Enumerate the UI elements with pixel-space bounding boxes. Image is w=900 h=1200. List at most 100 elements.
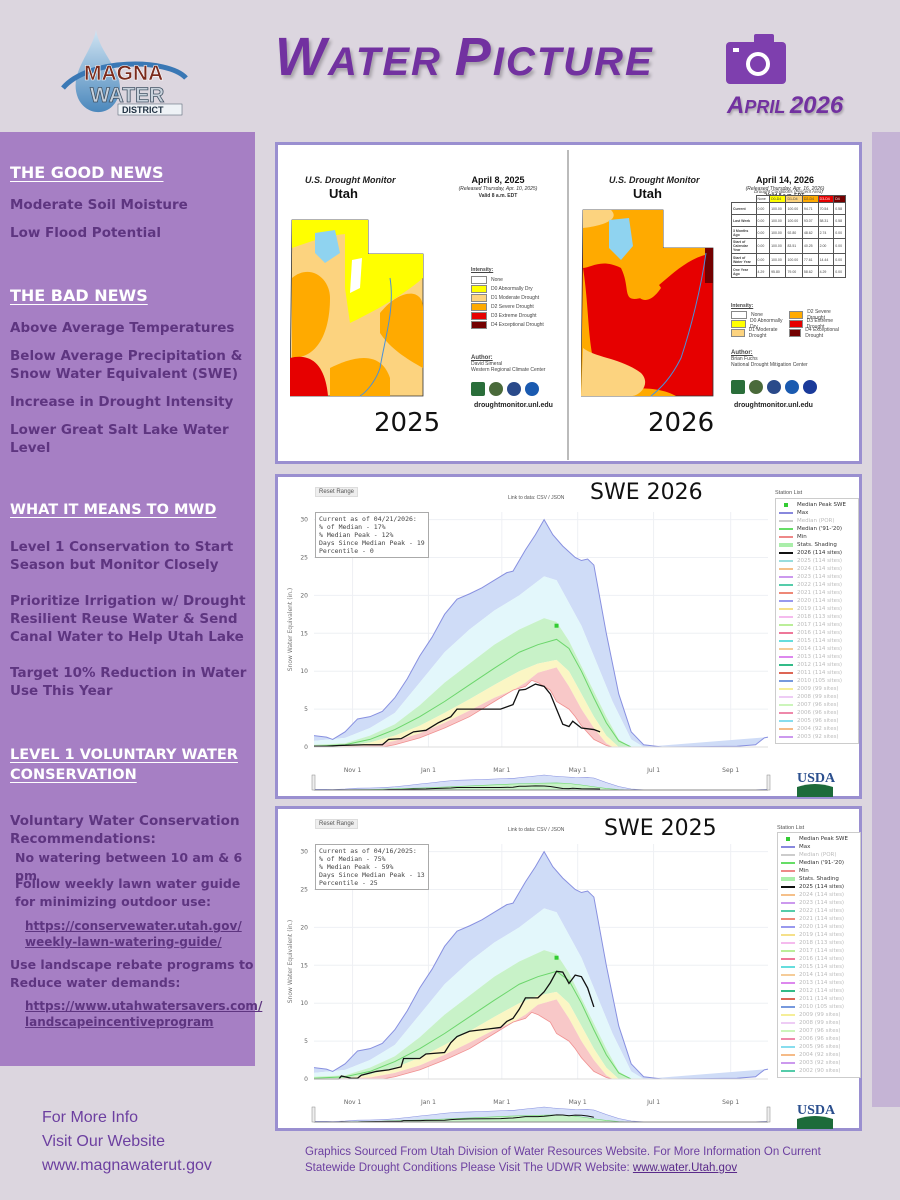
legend-item[interactable]: 2013 (114 sites) (781, 979, 857, 987)
legend-item[interactable]: 2016 (114 sites) (781, 955, 857, 963)
state-name: Utah (633, 186, 662, 201)
median-line (313, 970, 632, 1080)
legend-item[interactable]: Median Peak SWE (781, 835, 857, 843)
legend-item[interactable]: 2009 (99 sites) (781, 1011, 857, 1019)
legend-item[interactable]: 2010 (105 sites) (779, 677, 855, 685)
station-list-legend[interactable]: Median Peak SWE Max Median (POR) Median ('9… (775, 498, 859, 744)
link-to-data[interactable]: Link to data: CSV / JSON (508, 827, 565, 833)
drought-monitor-url[interactable]: droughtmonitor.unl.edu (734, 402, 813, 409)
legend-item[interactable]: 2021 (114 sites) (779, 589, 855, 597)
legend-item[interactable]: Stats. Shading (779, 541, 855, 549)
utah-drought-map-2026 (581, 209, 714, 397)
legend-item[interactable]: Min (781, 867, 857, 875)
legend-item[interactable]: 2008 (99 sites) (781, 1019, 857, 1027)
legend-item[interactable]: 2011 (114 sites) (781, 995, 857, 1003)
legend-item[interactable]: Min (779, 533, 855, 541)
website-link[interactable]: www.magnawaterut.gov (42, 1157, 212, 1174)
legend-item[interactable]: 2018 (113 sites) (781, 939, 857, 947)
udwr-website-link[interactable]: www.water.Utah.gov (632, 1162, 738, 1174)
legend-item[interactable]: 2015 (114 sites) (781, 963, 857, 971)
legend-item[interactable]: 2005 (96 sites) (779, 717, 855, 725)
legend-item[interactable]: 2016 (114 sites) (779, 629, 855, 637)
legend-item[interactable]: 2021 (114 sites) (781, 915, 857, 923)
legend-label: 2021 (114 sites) (797, 590, 843, 596)
legend-item[interactable]: 2023 (114 sites) (781, 899, 857, 907)
legend-item[interactable]: 2006 (96 sites) (779, 709, 855, 717)
legend-item[interactable]: 2020 (114 sites) (781, 923, 857, 931)
legend-item[interactable]: 2020 (114 sites) (779, 597, 855, 605)
legend-item[interactable]: 2017 (114 sites) (779, 621, 855, 629)
usda-logo (471, 382, 485, 396)
legend-item[interactable]: 2012 (114 sites) (779, 661, 855, 669)
lawn-watering-guide-link[interactable]: https://conservewater.utah.gov/ weekly-l… (25, 919, 242, 949)
drought-monitor-url[interactable]: droughtmonitor.unl.edu (474, 402, 553, 409)
x-tick-label: Jan 1 (420, 1099, 436, 1106)
line-swatch-icon (781, 966, 795, 968)
legend-item[interactable]: Median (POR) (779, 517, 855, 525)
legend-item[interactable]: 2009 (99 sites) (779, 685, 855, 693)
range-slider-handle-right[interactable] (766, 1106, 771, 1123)
legend-item[interactable]: Median Peak SWE (779, 501, 855, 509)
legend-item[interactable]: 2026 (114 sites) (779, 549, 855, 557)
legend-item[interactable]: Median (POR) (781, 851, 857, 859)
legend-item[interactable]: 2012 (114 sites) (781, 987, 857, 995)
legend-item[interactable]: 2022 (114 sites) (781, 907, 857, 915)
legend-item[interactable]: 2022 (114 sites) (779, 581, 855, 589)
legend-item[interactable]: 2004 (92 sites) (781, 1051, 857, 1059)
line-swatch-icon (779, 520, 793, 522)
landscape-incentive-link[interactable]: https://www.utahwatersavers.com/ landsca… (25, 999, 263, 1029)
legend-item[interactable]: 2005 (96 sites) (781, 1043, 857, 1051)
line-swatch-icon (779, 536, 793, 538)
legend-item[interactable]: 2013 (114 sites) (779, 653, 855, 661)
legend-item[interactable]: Median ('91-'20) (779, 525, 855, 533)
nasa-logo (803, 380, 817, 394)
legend-item[interactable]: 2018 (113 sites) (779, 613, 855, 621)
legend-item[interactable]: 2025 (114 sites) (781, 883, 857, 891)
legend-item[interactable]: 2003 (92 sites) (779, 733, 855, 741)
svg-text:DISTRICT: DISTRICT (122, 105, 164, 115)
legend-item[interactable]: Max (781, 843, 857, 851)
legend-item[interactable]: 2010 (105 sites) (781, 1003, 857, 1011)
legend-item[interactable]: 2007 (96 sites) (781, 1027, 857, 1035)
reset-range-button[interactable]: Reset Range (315, 819, 359, 829)
legend-item[interactable]: 2008 (99 sites) (779, 693, 855, 701)
legend-item[interactable]: Stats. Shading (781, 875, 857, 883)
legend-item[interactable]: 2014 (114 sites) (779, 645, 855, 653)
station-list-title: Station List (775, 490, 803, 496)
legend-item[interactable]: 2025 (114 sites) (779, 557, 855, 565)
legend-label: 2005 (96 sites) (799, 1044, 841, 1050)
legend-item[interactable]: 2003 (92 sites) (781, 1059, 857, 1067)
legend-item[interactable]: Max (779, 509, 855, 517)
year-label-2025: 2025 (374, 408, 441, 438)
bad-news-item: Below Average Precipitation & Snow Water… (10, 348, 243, 382)
reset-range-button[interactable]: Reset Range (315, 487, 359, 497)
marker-swatch-icon (786, 837, 790, 841)
legend-item[interactable]: 2023 (114 sites) (779, 573, 855, 581)
legend-item[interactable]: 2002 (90 sites) (781, 1067, 857, 1075)
legend-item[interactable]: 2017 (114 sites) (781, 947, 857, 955)
line-swatch-icon (781, 846, 795, 848)
line-swatch-icon (781, 1014, 795, 1016)
legend-item[interactable]: 2024 (114 sites) (781, 891, 857, 899)
legend-item[interactable]: Median ('91-'20) (781, 859, 857, 867)
legend-item[interactable]: 2011 (114 sites) (779, 669, 855, 677)
station-list-legend[interactable]: Median Peak SWE Max Median (POR) Median ('9… (777, 832, 861, 1078)
legend-item[interactable]: 2007 (96 sites) (779, 701, 855, 709)
swe-2025-chart-panel: Reset Range Link to data: CSV / JSON SWE… (275, 806, 862, 1131)
legend-item[interactable]: 2014 (114 sites) (781, 971, 857, 979)
legend-item[interactable]: 2024 (114 sites) (779, 565, 855, 573)
range-slider-handle-left[interactable] (311, 1106, 316, 1123)
band-p90-p70 (314, 908, 644, 1079)
link-to-data[interactable]: Link to data: CSV / JSON (508, 495, 565, 501)
svg-text:USDA: USDA (797, 1103, 835, 1118)
map-date: April 14, 2026 (755, 175, 815, 185)
legend-item[interactable]: 2019 (114 sites) (781, 931, 857, 939)
legend-item[interactable]: 2019 (114 sites) (779, 605, 855, 613)
range-slider-handle-right[interactable] (766, 774, 771, 791)
range-slider-handle-left[interactable] (311, 774, 316, 791)
legend-item[interactable]: 2015 (114 sites) (779, 637, 855, 645)
legend-item[interactable]: 2006 (96 sites) (781, 1035, 857, 1043)
legend-item[interactable]: 2004 (92 sites) (779, 725, 855, 733)
legend-label: Median ('91-'20) (799, 860, 845, 866)
x-tick-label: May 1 (569, 1099, 587, 1106)
